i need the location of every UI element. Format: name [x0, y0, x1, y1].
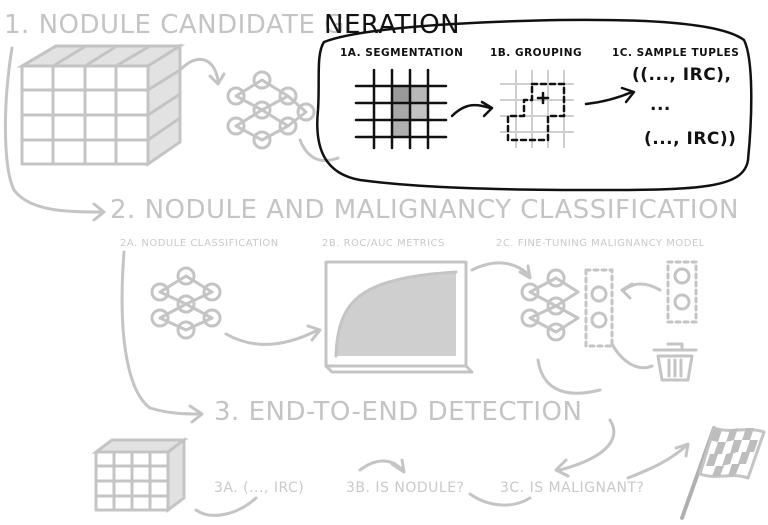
stage-connector-left	[3, 46, 104, 214]
segmentation-grid-icon	[354, 68, 448, 150]
neural-network-icon	[520, 268, 580, 342]
step-fine-tuning-label: 2C. FINE-TUNING MALIGNANCY MODEL	[496, 238, 705, 249]
step-nodule-classification-label: 2A. NODULE CLASSIFICATION	[120, 238, 279, 249]
stage2-title: 2. NODULE AND MALIGNANCY CLASSIFICATION	[110, 195, 739, 225]
stage1-title-faint: 1. NODULE CANDIDATE GE	[4, 10, 362, 40]
trash-icon	[652, 342, 698, 382]
neural-network-icon	[150, 266, 222, 340]
step-roc-auc-label: 2B. ROC/AUC METRICS	[322, 238, 445, 249]
step-is-nodule-label: 3B. IS NODULE?	[346, 480, 464, 496]
step-grouping-label: 1B. GROUPING	[490, 47, 582, 59]
grouping-grid-icon	[500, 70, 574, 148]
ct-volume-icon	[16, 43, 186, 167]
neural-network-icon	[226, 70, 316, 150]
step-is-malignant-label: 3C. IS MALIGNANT?	[500, 480, 645, 496]
ct-volume-icon	[91, 437, 189, 513]
step-sample-tuples-label: 1C. SAMPLE TUPLES	[612, 47, 739, 59]
step-segmentation-label: 1A. SEGMENTATION	[340, 47, 463, 59]
stage1-title: 1. NODULE CANDIDATE GE NERATION	[4, 10, 460, 40]
step-irc-label: 3A. (..., IRC)	[214, 480, 304, 496]
roc-chart-icon	[324, 260, 474, 374]
stage3-title: 3. END-TO-END DETECTION	[214, 397, 582, 427]
tuple-line-first: ((..., IRC),	[632, 65, 731, 85]
checkered-flag-icon	[680, 426, 766, 520]
highlight-outline	[316, 18, 753, 192]
tuple-line-ellipsis: ...	[650, 95, 671, 115]
tuple-line-last: (..., IRC))	[644, 129, 736, 149]
